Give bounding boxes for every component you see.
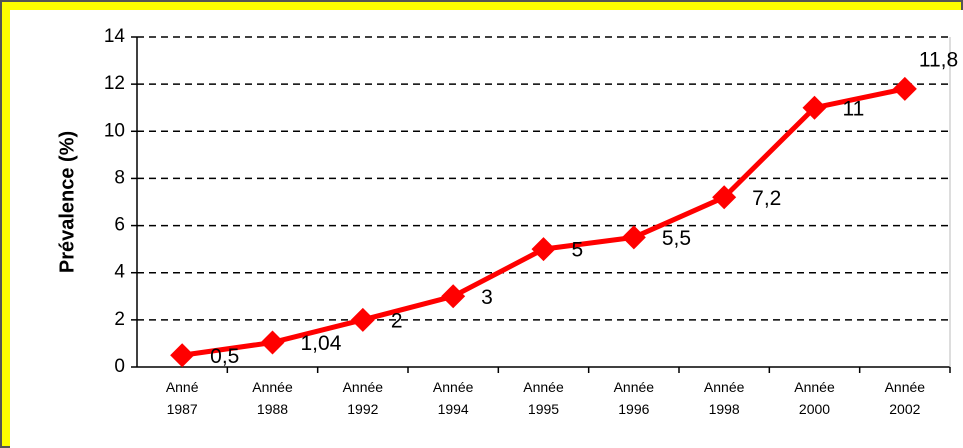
background bbox=[10, 10, 963, 448]
x-tick-label: Année 1995 bbox=[523, 379, 564, 417]
y-tick-label: 2 bbox=[114, 309, 125, 330]
y-tick-label: 6 bbox=[114, 215, 125, 236]
y-tick-label: 0 bbox=[114, 356, 125, 377]
x-tick-label: Année 1988 bbox=[252, 379, 293, 417]
marker bbox=[892, 76, 917, 101]
data-label: 5,5 bbox=[662, 227, 691, 250]
data-label: 11,8 bbox=[919, 48, 958, 71]
data-label: 1,04 bbox=[301, 332, 342, 355]
y-axis-label: Prévalence (%) bbox=[56, 131, 78, 273]
x-tick-label: Année 2000 bbox=[794, 379, 835, 417]
y-tick-label: 10 bbox=[104, 120, 125, 141]
marker bbox=[350, 307, 375, 332]
marker bbox=[170, 343, 195, 368]
marker bbox=[531, 237, 556, 262]
x-tick-label: Année 2002 bbox=[885, 379, 926, 417]
y-tick-label: 4 bbox=[114, 262, 125, 283]
data-label: 7,2 bbox=[752, 187, 781, 210]
y-tick-label: 14 bbox=[104, 26, 126, 47]
marker bbox=[621, 225, 646, 250]
marker bbox=[712, 185, 737, 210]
marker bbox=[260, 330, 285, 355]
x-tick-label: Année 1998 bbox=[704, 379, 745, 417]
x-tick-label: Année 1996 bbox=[614, 379, 655, 417]
marker bbox=[802, 95, 827, 120]
data-label: 0,5 bbox=[210, 345, 239, 368]
y-tick-label: 12 bbox=[104, 73, 125, 94]
x-tick-label: Année 1994 bbox=[433, 379, 474, 417]
y-tick-label: 8 bbox=[114, 167, 125, 188]
data-label: 2 bbox=[391, 309, 403, 332]
x-tick-label: Année 1992 bbox=[343, 379, 384, 417]
x-tick-label: Anné 1987 bbox=[166, 379, 199, 417]
data-label: 3 bbox=[481, 286, 493, 309]
marker bbox=[441, 284, 466, 309]
data-label: 5 bbox=[572, 239, 584, 262]
data-label: 11 bbox=[843, 97, 865, 120]
